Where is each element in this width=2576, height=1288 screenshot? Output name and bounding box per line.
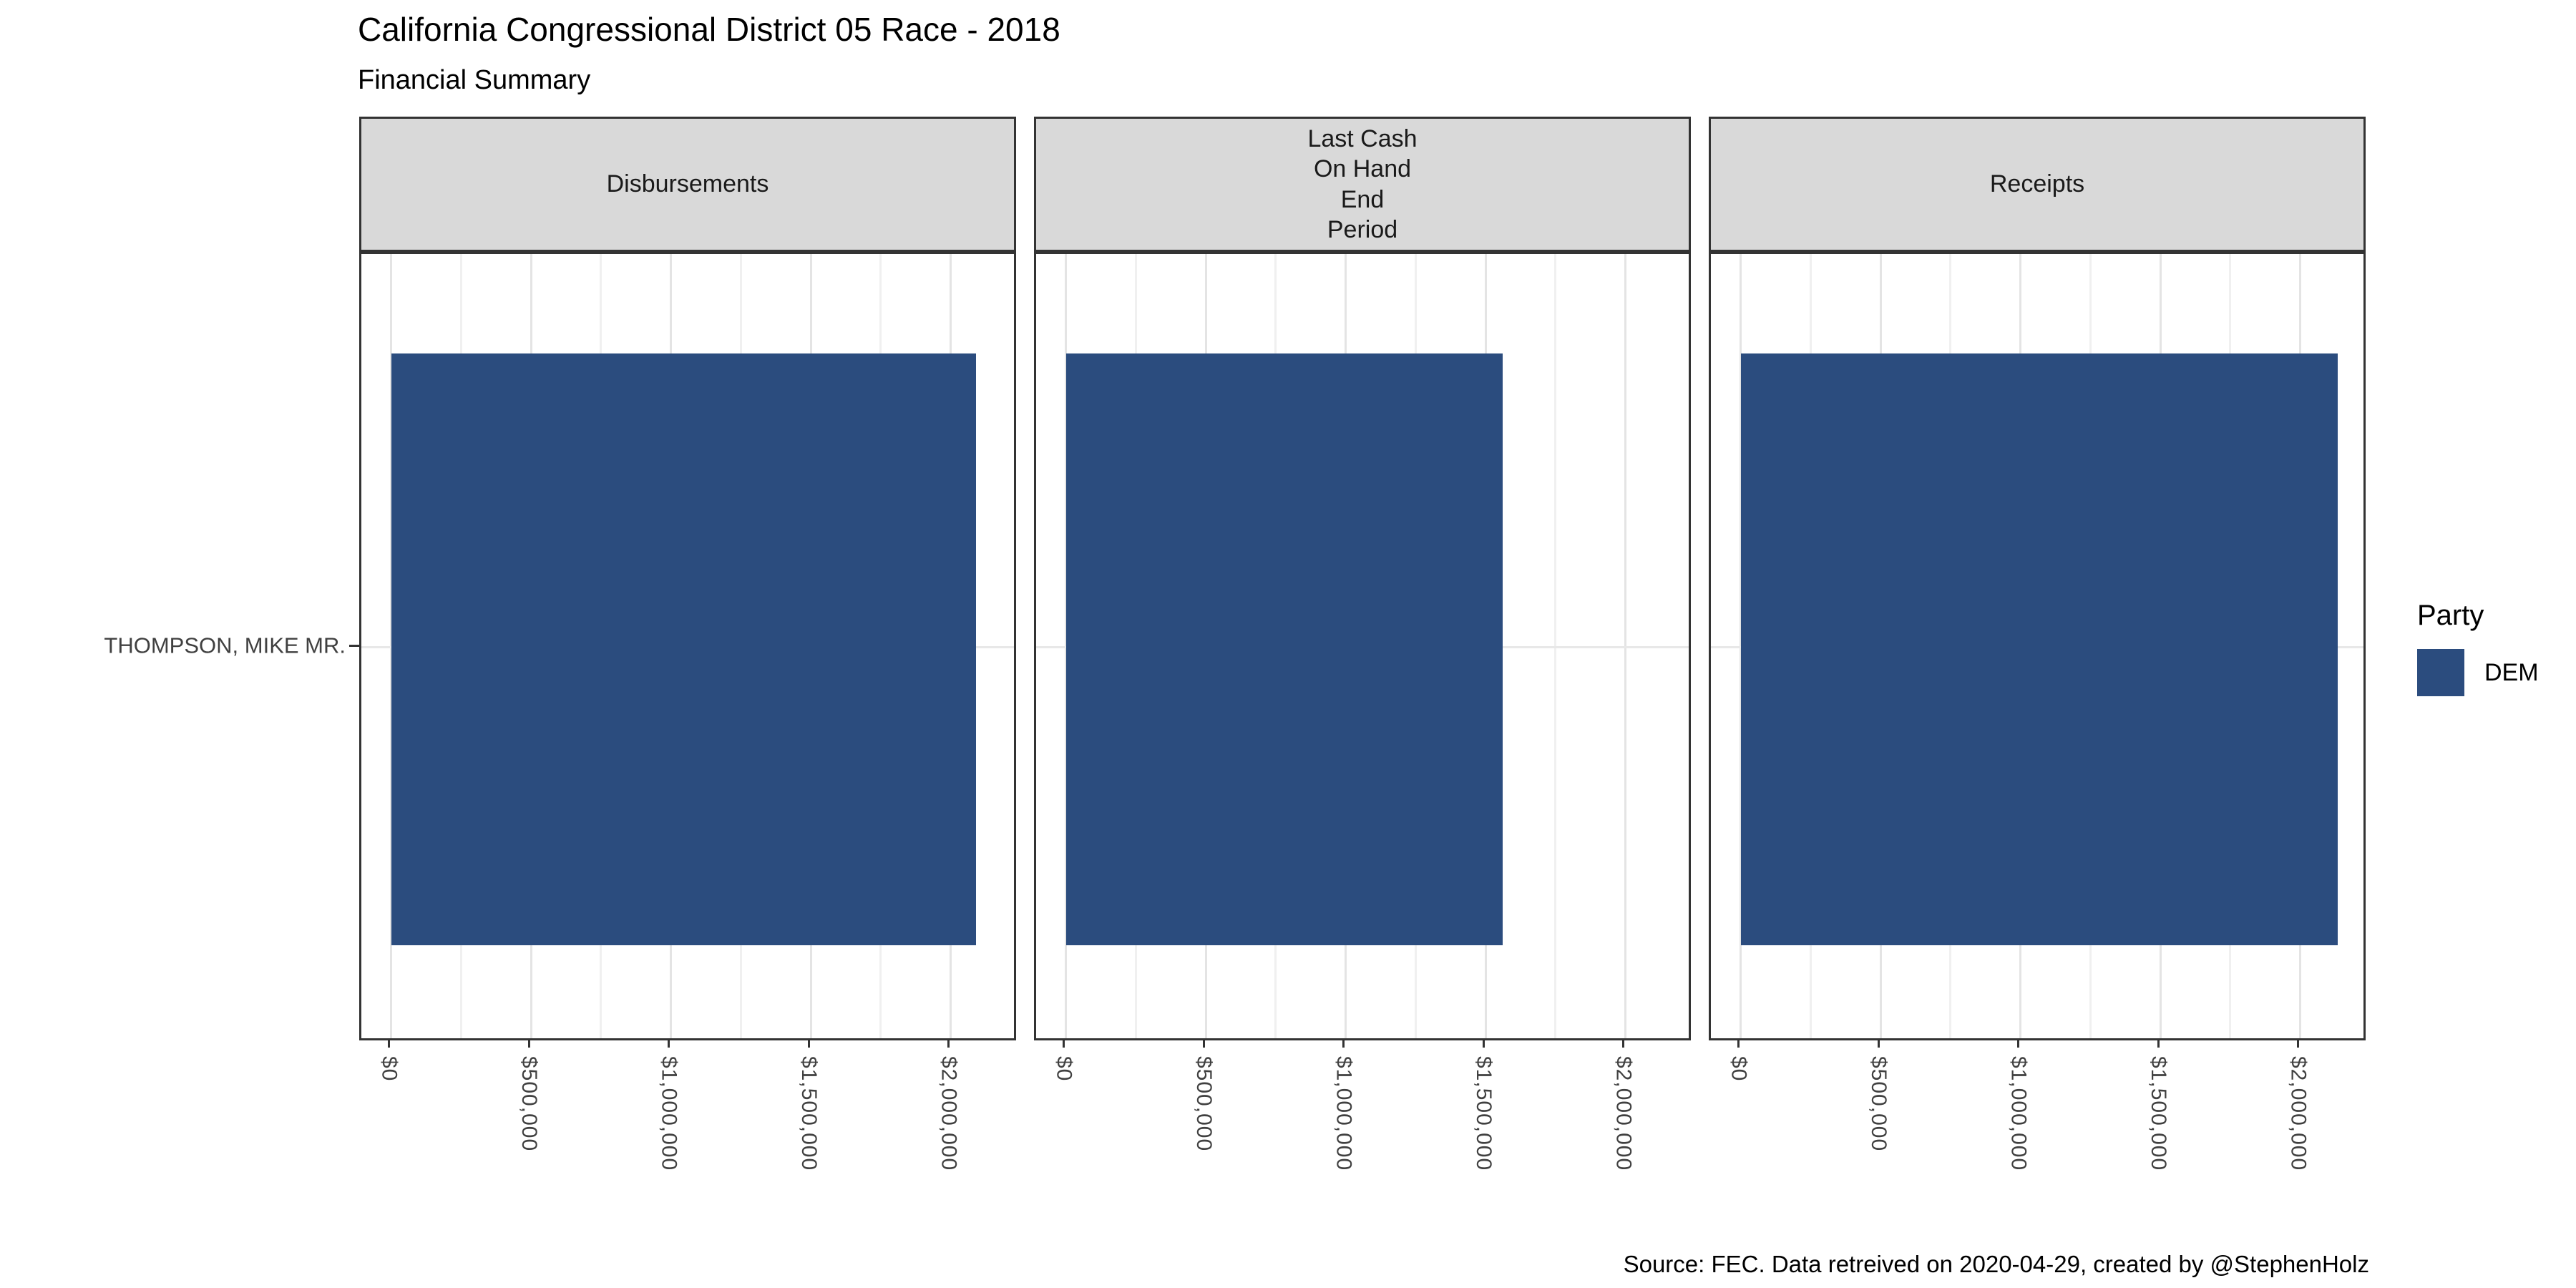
x-axis: $0 $500,000 $1,000,000 $1,500,000 $2,000,000 xyxy=(1709,1040,2366,1219)
facet-strip: Disbursements xyxy=(359,117,1016,252)
x-axis-tick xyxy=(1202,1040,1205,1048)
x-axis-tick-label: $1,500,000 xyxy=(797,1056,821,1171)
legend-title: Party xyxy=(2417,600,2484,631)
x-axis-tick xyxy=(2157,1040,2160,1048)
x-axis-tick xyxy=(527,1040,530,1048)
x-axis-tick-label: $1,000,000 xyxy=(657,1056,681,1171)
chart-title: California Congressional District 05 Rac… xyxy=(358,11,1060,48)
x-axis-tick xyxy=(1342,1040,1345,1048)
x-axis-tick-label: $1,500,000 xyxy=(2147,1056,2171,1171)
x-axis-tick xyxy=(1877,1040,1880,1048)
facet-disbursements: Disbursements $0 $500,000 $1,000,000 $1,500… xyxy=(359,0,1016,1288)
chart-caption: Source: FEC. Data retreived on 2020-04-2… xyxy=(1623,1251,2369,1277)
facet-strip-label: Disbursements xyxy=(606,170,769,198)
x-axis-tick-label: $500,000 xyxy=(517,1056,542,1152)
x-axis-tick-label: $500,000 xyxy=(1192,1056,1216,1152)
x-axis-tick xyxy=(1737,1040,1740,1048)
facet-receipts: Receipts $0 $500,000 $1,000,000 $1,500,000 $… xyxy=(1709,0,2366,1288)
x-axis-tick-label: $2,000,000 xyxy=(1611,1056,1636,1171)
bar-receipts xyxy=(1740,353,2338,945)
x-axis-tick xyxy=(1622,1040,1624,1048)
x-axis-tick-label: $0 xyxy=(377,1056,401,1082)
facet-strip: Receipts xyxy=(1709,117,2366,252)
x-axis-tick xyxy=(947,1040,950,1048)
x-axis-tick xyxy=(388,1040,391,1048)
legend-label-dem: DEM xyxy=(2484,658,2539,686)
facet-strip: Last Cash On Hand End Period xyxy=(1034,117,1691,252)
legend-item-dem: DEM xyxy=(2417,649,2539,696)
facet-strip-label: Receipts xyxy=(1989,170,2085,198)
facet-panel xyxy=(359,252,1016,1040)
x-axis-tick xyxy=(1063,1040,1065,1048)
facet-last-cash-on-hand-end-period: Last Cash On Hand End Period $0 $500,000 $… xyxy=(1034,0,1691,1288)
x-axis-tick-label: $0 xyxy=(1727,1056,1751,1082)
x-axis-tick-label: $2,000,000 xyxy=(937,1056,961,1171)
x-axis-tick xyxy=(2297,1040,2299,1048)
legend: Party DEM xyxy=(2417,600,2539,696)
x-axis: $0 $500,000 $1,000,000 $1,500,000 $2,000,000 xyxy=(1034,1040,1691,1219)
x-axis: $0 $500,000 $1,000,000 $1,500,000 $2,000,000 xyxy=(359,1040,1016,1219)
x-axis-tick-label: $0 xyxy=(1052,1056,1076,1082)
bar-disbursements xyxy=(391,353,976,945)
x-axis-tick-label: $500,000 xyxy=(1867,1056,1891,1152)
facet-panel xyxy=(1709,252,2366,1040)
x-axis-tick-label: $2,000,000 xyxy=(2286,1056,2311,1171)
x-axis-tick xyxy=(2017,1040,2020,1048)
x-axis-tick xyxy=(1482,1040,1485,1048)
x-axis-tick xyxy=(668,1040,670,1048)
x-axis-tick-label: $1,000,000 xyxy=(1332,1056,1356,1171)
legend-swatch-dem xyxy=(2417,649,2464,696)
x-axis-tick xyxy=(807,1040,810,1048)
x-axis-tick-label: $1,000,000 xyxy=(2006,1056,2031,1171)
facet-panel xyxy=(1034,252,1691,1040)
x-axis-tick-label: $1,500,000 xyxy=(1472,1056,1496,1171)
y-axis-category-label: THOMPSON, MIKE MR. xyxy=(104,633,346,658)
chart-subtitle: Financial Summary xyxy=(358,65,591,95)
facet-strip-label: Last Cash On Hand End Period xyxy=(1307,125,1418,244)
y-axis-tick xyxy=(349,645,359,647)
bar-last-cash-on-hand-end-period xyxy=(1065,353,1503,945)
